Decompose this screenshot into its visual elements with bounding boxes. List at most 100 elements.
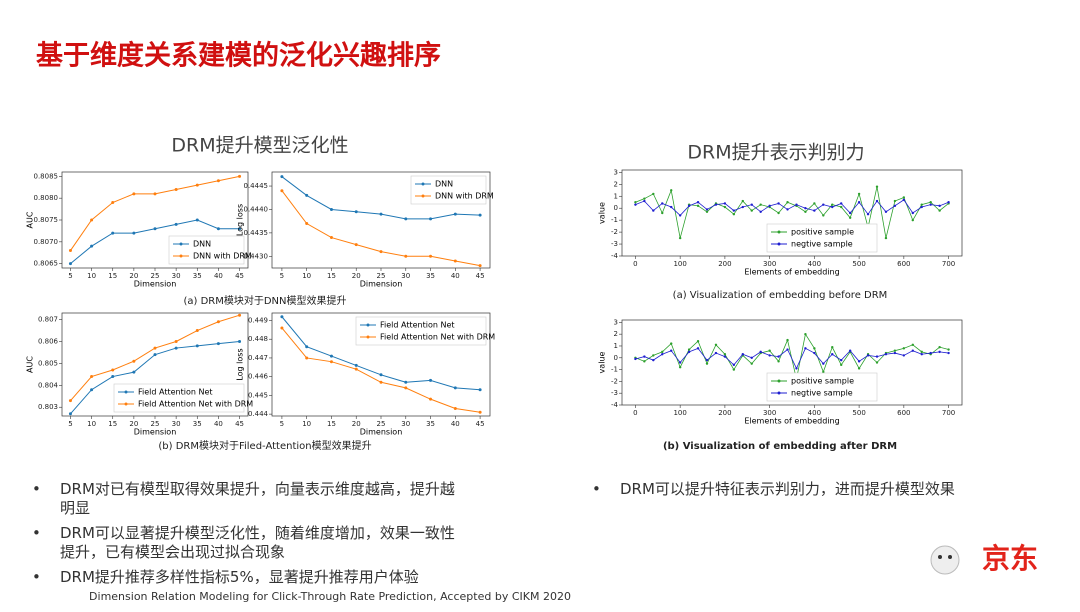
bullet-text: DRM可以显著提升模型泛化性，随着维度增加，效果一致性提升，已有模型会出现过拟合…	[60, 524, 455, 561]
point	[804, 332, 807, 336]
point	[216, 342, 220, 346]
x-tick-label: 15	[327, 420, 336, 428]
point	[687, 350, 691, 354]
point	[652, 192, 655, 196]
y-tick-label: 0.446	[248, 373, 269, 381]
point	[634, 201, 637, 204]
point	[741, 205, 744, 209]
point	[777, 360, 780, 363]
point	[354, 367, 358, 371]
point	[111, 375, 115, 379]
point	[893, 199, 897, 203]
x-axis-label: Dimension	[134, 428, 177, 437]
point	[732, 363, 736, 367]
y-axis-label: AUC	[26, 211, 35, 228]
x-axis-label: Elements of embedding	[744, 268, 839, 277]
point	[111, 231, 115, 235]
legend-swatch	[179, 242, 183, 246]
footer: Dimension Relation Modeling for Click-Th…	[89, 590, 571, 603]
y-tick-label: 0.4445	[244, 182, 269, 190]
legend-label: Field Attention Net	[380, 321, 455, 330]
y-tick-label: 3	[614, 318, 618, 326]
y-tick-label: 0.444	[248, 410, 269, 418]
x-tick-label: 600	[897, 260, 910, 268]
y-tick-label: 0.8085	[34, 172, 59, 180]
x-axis-label: Elements of embedding	[744, 417, 839, 426]
legend-swatch	[366, 323, 370, 327]
point	[786, 201, 789, 204]
y-tick-label: -4	[611, 401, 619, 409]
bullet-dot: •	[32, 568, 41, 586]
point	[132, 359, 136, 363]
y-axis-label: value	[598, 202, 607, 224]
point	[786, 208, 789, 211]
x-tick-label: 45	[476, 420, 485, 428]
legend-swatch	[777, 379, 781, 383]
x-tick-label: 600	[897, 409, 910, 417]
point	[893, 204, 897, 208]
legend-swatch	[421, 194, 425, 198]
legend-label: negtive sample	[791, 240, 853, 249]
y-tick-label: 0.4430	[244, 252, 269, 260]
point	[929, 201, 932, 204]
bullet: • DRM对已有模型取得效果提升，向量表示维度越高，提升越明显	[32, 480, 462, 518]
x-tick-label: 15	[327, 272, 336, 280]
x-tick-label: 200	[718, 409, 731, 417]
point	[804, 207, 807, 210]
point	[822, 214, 825, 217]
point	[732, 212, 736, 216]
x-tick-label: 25	[377, 420, 386, 428]
point	[329, 207, 333, 211]
point	[759, 203, 762, 206]
point	[132, 192, 136, 196]
legend-swatch	[124, 390, 128, 394]
logo-icon	[938, 555, 942, 559]
point	[902, 198, 906, 202]
x-axis-label: Dimension	[134, 280, 177, 289]
x-tick-label: 700	[942, 409, 955, 417]
point	[174, 222, 178, 226]
point	[329, 236, 333, 240]
point	[153, 346, 157, 350]
point	[884, 353, 888, 356]
point	[822, 362, 825, 365]
point	[280, 315, 284, 319]
y-tick-label: 0.4440	[244, 205, 269, 213]
point	[893, 349, 897, 352]
point	[777, 202, 780, 205]
point	[831, 205, 834, 209]
x-tick-label: 0	[633, 260, 637, 268]
y-tick-label: 0.449	[248, 316, 268, 324]
point	[840, 202, 843, 205]
legend-label: negtive sample	[791, 389, 853, 398]
point	[920, 203, 923, 206]
point	[379, 380, 383, 384]
x-tick-label: 15	[108, 420, 117, 428]
x-axis-label: Dimension	[360, 280, 403, 289]
point	[813, 351, 816, 355]
bullet: • DRM可以显著提升模型泛化性，随着维度增加，效果一致性提升，已有模型会出现过拟…	[32, 524, 462, 562]
point	[305, 345, 309, 349]
logo-text: 京东	[982, 542, 1038, 575]
point	[174, 346, 178, 350]
point	[732, 209, 736, 212]
point	[813, 209, 816, 212]
y-tick-label: 0.4435	[244, 229, 269, 237]
legend-label: Field Attention Net with DRM	[138, 400, 253, 409]
y-tick-label: -3	[611, 240, 618, 248]
point	[453, 259, 457, 263]
point	[831, 345, 834, 349]
point	[238, 313, 242, 317]
series-line	[635, 186, 949, 239]
point	[750, 356, 753, 359]
point	[643, 360, 646, 363]
x-tick-label: 700	[942, 260, 955, 268]
slide-title: 基于维度关系建模的泛化兴趣排序	[36, 40, 441, 72]
point	[938, 350, 941, 354]
x-tick-label: 5	[68, 420, 72, 428]
point	[947, 348, 950, 351]
legend-swatch	[777, 230, 781, 234]
point	[354, 363, 358, 367]
point	[840, 358, 843, 362]
y-tick-label: 0.8070	[34, 238, 59, 246]
